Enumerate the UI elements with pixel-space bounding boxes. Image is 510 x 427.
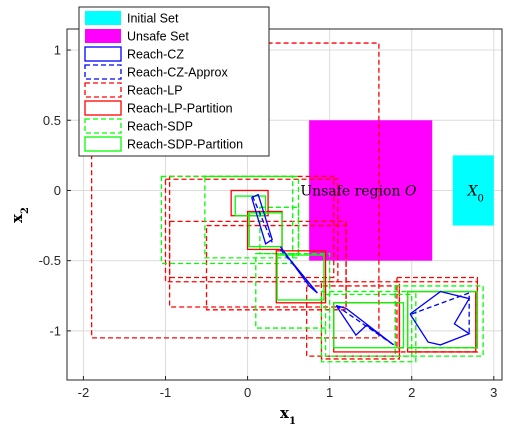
x-axis-label: x1 (280, 404, 296, 427)
reach-lp-box (396, 276, 479, 349)
axis-ticks: -2 -1 0 1 2 3 -1 -0.5 0 0.5 1 (39, 43, 498, 400)
legend-entry-reach-sdp-partition: Reach-SDP-Partition (84, 136, 243, 152)
reach-lp-box (90, 42, 380, 339)
legend-label: Reach-SDP (127, 120, 193, 134)
reach-sdp-box (204, 175, 300, 259)
y-tick-label: -1 (49, 323, 61, 338)
legend-entry-reach-sdp: Reach-SDP (84, 118, 193, 134)
reach-lp-partition-box (275, 250, 327, 304)
reach-cz-set (251, 193, 273, 245)
reach-lp-partition-box (406, 290, 477, 353)
legend-entry-reach-cz-approx: Reach-CZ-Approx (84, 64, 228, 80)
reach-sdp-partition-box (333, 302, 405, 349)
reach-sdp-box (259, 206, 300, 255)
y-tick-label: 0.5 (43, 113, 61, 128)
annotation-unsafe-region: Unsafe region O (300, 183, 417, 199)
reach-cz-approx-set (411, 292, 470, 334)
y-tick-label: -0.5 (39, 253, 61, 268)
legend-swatch (84, 136, 122, 152)
reach-sdp-box (320, 290, 417, 363)
legend-label: Reach-LP (127, 84, 183, 98)
initial-set-region (452, 155, 494, 226)
legend-swatch (85, 11, 121, 25)
x-tick-label: 0 (244, 385, 251, 400)
legend-entry-reach-cz: Reach-CZ (84, 46, 184, 62)
y-axis-label: x2 (8, 207, 31, 223)
reach-cz-set (409, 290, 471, 346)
annotation-initial-set: X0 (467, 183, 484, 204)
legend: Initial Set Unsafe Set Reach-CZ Reach-CZ-Ap… (78, 6, 270, 157)
legend-entry-reach-lp: Reach-LP (84, 82, 183, 98)
reach-sdp-box (324, 293, 413, 357)
legend-swatch (84, 46, 122, 62)
legend-label: Unsafe Set (127, 30, 189, 44)
reach-sdp-partition-box (234, 195, 267, 217)
legend-entry-reach-lp-partition: Reach-LP-Partition (84, 100, 233, 116)
x-tick-label: -2 (78, 385, 90, 400)
legend-entry-unsafe-set: Unsafe Set (85, 29, 189, 44)
x-tick-label: 1 (326, 385, 333, 400)
reach-lp-box (168, 220, 347, 308)
x-tick-label: 2 (408, 385, 415, 400)
legend-entry-initial-set: Initial Set (85, 11, 179, 26)
reach-cz-approx-set (335, 305, 395, 346)
reach-sdp-box (394, 285, 484, 357)
filled-regions (309, 120, 494, 261)
legend-swatch (85, 29, 121, 43)
axes-box (66, 28, 503, 381)
legend-label: Reach-CZ (127, 48, 184, 62)
legend-label: Reach-CZ-Approx (127, 66, 228, 80)
x-tick-label: -1 (160, 385, 172, 400)
reach-sdp-box (255, 252, 331, 329)
reach-cz-approx-set (251, 195, 273, 243)
reach-sdp-partition-box (248, 212, 283, 248)
legend-swatch (84, 64, 122, 80)
reach-sdp-partition-box (276, 254, 325, 301)
unsafe-set-region (309, 120, 433, 261)
legend-swatch (84, 100, 122, 116)
legend-swatch (84, 82, 122, 98)
y-tick-label: 0 (54, 183, 61, 198)
reach-set-marks (90, 42, 484, 363)
reach-sdp-box (160, 175, 294, 265)
legend-label: Initial Set (127, 12, 179, 26)
reach-cz-approx-set (279, 249, 318, 294)
x-tick-label: 3 (490, 385, 497, 400)
reach-lp-box (164, 178, 339, 283)
legend-swatch (84, 118, 122, 134)
y-tick-label: 1 (54, 43, 61, 58)
reach-sdp-partition-box (406, 290, 479, 349)
legend-label: Reach-LP-Partition (127, 102, 233, 116)
reach-lp-box (306, 285, 401, 357)
legend-label: Reach-SDP-Partition (127, 138, 243, 152)
